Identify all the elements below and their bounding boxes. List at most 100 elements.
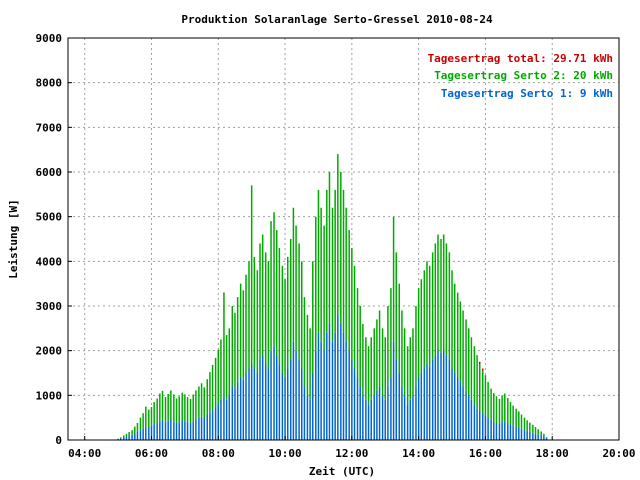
bar-serto-1 (303, 386, 306, 440)
bar-serto-2 (120, 437, 122, 439)
bar-serto-1 (295, 350, 297, 440)
bar-serto-2 (453, 283, 456, 373)
bar-serto-2 (518, 411, 520, 428)
bar-serto-2 (428, 265, 431, 367)
bar-serto-1 (178, 422, 180, 440)
bar-serto-1 (128, 435, 130, 440)
bar-serto-2 (150, 406, 153, 426)
bar-serto-1 (161, 419, 164, 440)
bar-serto-1 (532, 432, 534, 440)
bar-serto-1 (362, 395, 364, 440)
bar-serto-2 (148, 409, 150, 428)
bar-serto-1 (387, 386, 389, 440)
bar-serto-1 (437, 350, 439, 440)
bar-serto-2 (484, 375, 487, 416)
bar-serto-1 (156, 423, 158, 440)
bar-serto-1 (523, 430, 526, 440)
bar-serto-1 (478, 410, 481, 440)
bar-serto-1 (467, 395, 470, 440)
bar-serto-1 (420, 373, 423, 440)
bar-serto-2 (292, 207, 295, 342)
bar-serto-1 (518, 427, 520, 440)
bar-serto-2 (306, 314, 309, 396)
bar-serto-1 (301, 368, 303, 440)
bar-serto-1 (381, 395, 384, 440)
bar-serto-1 (423, 368, 426, 440)
bar-serto-2 (356, 288, 359, 378)
bar-serto-1 (136, 431, 139, 440)
bar-serto-2 (225, 335, 228, 400)
bar-serto-2 (362, 323, 364, 396)
bar-serto-2 (286, 256, 289, 369)
bar-serto-2 (239, 283, 242, 378)
x-tick-label: 12:00 (335, 447, 368, 460)
bar-serto-2 (406, 346, 409, 405)
bar-serto-2 (220, 339, 222, 400)
bar-serto-2 (284, 279, 286, 378)
bar-serto-2 (507, 398, 509, 424)
bar-serto-1 (284, 377, 286, 440)
bar-serto-2 (493, 393, 495, 423)
bar-serto-2 (504, 393, 506, 422)
x-axis-ticks: 04:00 06:00 08:00 10:00 12:00 14:00 16:00 18:00… (68, 436, 636, 460)
bar-serto-1 (428, 366, 431, 440)
bar-serto-2 (501, 395, 503, 423)
bar-serto-1 (376, 390, 378, 440)
bar-serto-1 (123, 437, 125, 440)
bar-serto-2 (403, 328, 406, 396)
bar-serto-2 (159, 393, 161, 422)
bar-serto-1 (175, 423, 178, 440)
bar-serto-2 (478, 364, 481, 411)
bar-serto-1 (445, 355, 448, 440)
bar-serto-1 (537, 434, 539, 440)
bar-serto-1 (459, 381, 462, 440)
bar-serto-2 (495, 396, 498, 424)
bar-serto-1 (476, 408, 478, 440)
bar-serto-1 (173, 421, 175, 440)
bar-serto-1 (406, 404, 409, 440)
bar-serto-2 (278, 247, 281, 365)
bar-serto-2 (186, 397, 189, 423)
bar-serto-2 (156, 398, 158, 424)
plot-frame (67, 37, 620, 441)
bar-serto-1 (473, 404, 476, 440)
bar-serto-2 (142, 413, 144, 429)
bar-serto-2 (128, 431, 130, 436)
bar-serto-1 (312, 373, 314, 440)
bar-serto-2 (211, 364, 214, 410)
bar-serto-2 (303, 297, 306, 387)
bar-serto-1 (401, 386, 403, 440)
bar-serto-1 (390, 377, 392, 440)
bar-serto-1 (267, 368, 270, 440)
x-axis-label: Zeit (UTC) (309, 465, 375, 478)
bar-serto-1 (403, 395, 406, 440)
y-tick-label: 2000 (36, 345, 63, 358)
bar-serto-1 (373, 395, 375, 440)
bar-serto-1 (275, 355, 278, 440)
bar-serto-2 (451, 270, 453, 369)
bar-serto-2 (426, 261, 428, 365)
y-tick-label: 6000 (36, 166, 63, 179)
bar-serto-1 (131, 434, 133, 440)
bar-serto-1 (526, 431, 528, 440)
bar-serto-2 (234, 312, 236, 389)
bar-serto-2 (153, 402, 155, 425)
bar-serto-1 (278, 364, 281, 440)
bar-serto-2 (381, 328, 384, 396)
bar-serto-1 (409, 399, 412, 440)
bar-serto-1 (250, 364, 253, 440)
bar-serto-2 (334, 189, 336, 333)
bar-serto-2 (467, 328, 470, 396)
bar-serto-1 (281, 373, 284, 440)
bar-serto-2 (515, 408, 517, 427)
bar-serto-2 (456, 292, 459, 378)
bar-serto-1 (490, 419, 492, 440)
bar-serto-1 (456, 377, 459, 440)
bar-serto-1 (534, 433, 537, 440)
bar-serto-2 (259, 243, 261, 360)
bar-serto-2 (523, 417, 526, 431)
bar-serto-2 (198, 386, 200, 418)
bar-serto-1 (320, 341, 322, 440)
bar-serto-2 (473, 346, 476, 405)
